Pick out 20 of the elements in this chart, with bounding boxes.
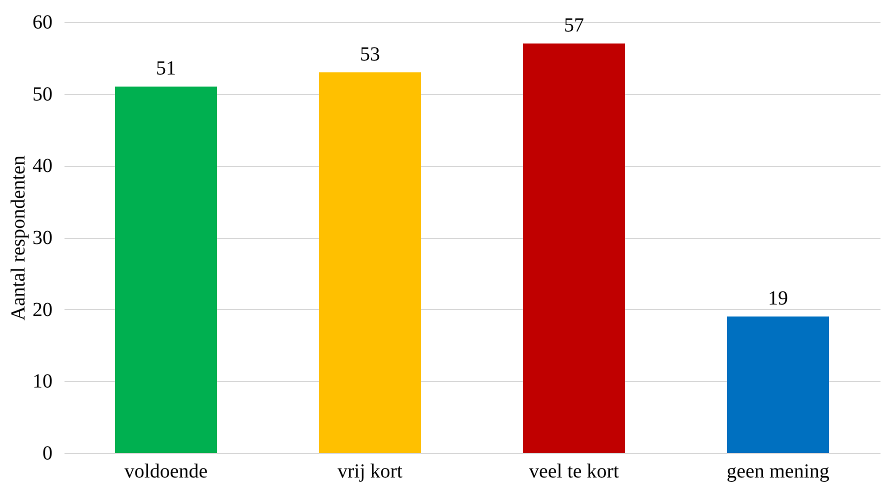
data-label: 57 [564, 14, 584, 37]
x-tick-label: voldoende [124, 460, 208, 482]
bar [319, 72, 421, 453]
x-tick-label: veel te kort [529, 460, 620, 482]
y-axis-title: Aantal respondenten [8, 156, 30, 320]
y-tick-label: 60 [32, 12, 52, 34]
y-tick-label: 10 [32, 370, 52, 393]
bar [727, 316, 829, 453]
y-tick-label: 20 [32, 298, 52, 321]
bar [115, 86, 217, 453]
x-tick-label: vrij kort [338, 460, 403, 482]
y-tick-label: 50 [32, 83, 52, 106]
data-label: 53 [360, 43, 380, 66]
x-tick-label: geen mening [726, 460, 830, 482]
data-label: 19 [768, 288, 788, 310]
y-tick-label: 30 [32, 227, 52, 249]
bar [523, 44, 625, 453]
y-tick-label: 0 [42, 442, 52, 464]
data-label: 51 [156, 58, 176, 80]
y-tick-label: 40 [32, 155, 52, 178]
